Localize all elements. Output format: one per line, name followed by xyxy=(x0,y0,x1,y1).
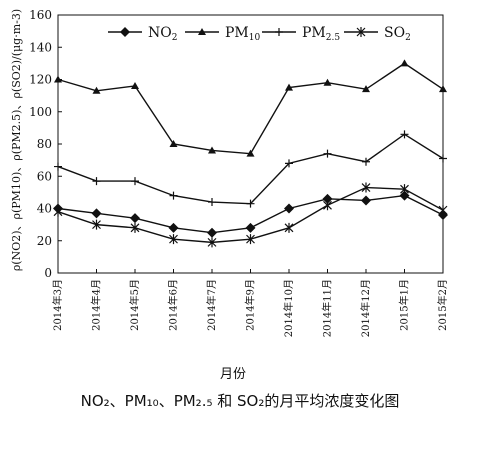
x-tick-label: 2014年9月 xyxy=(244,279,257,331)
data-point xyxy=(169,234,178,245)
x-tick-label: 2014年3月 xyxy=(51,279,64,331)
data-point xyxy=(285,159,293,168)
series-group xyxy=(53,59,448,248)
y-tick-label: 80 xyxy=(37,137,52,151)
data-point xyxy=(439,85,447,93)
data-point xyxy=(92,86,101,94)
data-point xyxy=(439,154,447,163)
data-point xyxy=(361,195,371,206)
y-tick-label: 120 xyxy=(29,73,52,87)
chart-title: NO₂、PM₁₀、PM₂.₅ 和 SO₂的月平均浓度变化图 xyxy=(80,392,400,410)
data-point xyxy=(399,190,410,201)
legend: NO2 PM10 PM2.5 SO2 xyxy=(108,25,411,43)
data-point xyxy=(245,222,256,233)
x-axis-label: 月份 xyxy=(220,367,246,382)
legend-label: PM10 xyxy=(225,25,260,43)
x-tick-label: 2014年6月 xyxy=(167,279,180,331)
data-point xyxy=(323,78,332,86)
data-point xyxy=(246,149,255,157)
data-point xyxy=(284,203,294,214)
data-point xyxy=(207,237,217,248)
data-point xyxy=(285,83,293,91)
legend-item: SO2 xyxy=(344,25,411,43)
x-tick-label: 2014年12月 xyxy=(359,279,372,337)
data-point xyxy=(91,208,102,219)
data-point xyxy=(168,222,179,233)
x-tick-label: 2014年5月 xyxy=(128,279,141,331)
series-line xyxy=(57,133,444,205)
y-tick-label: 140 xyxy=(29,40,52,54)
data-point xyxy=(323,149,332,158)
y-tick-label: 40 xyxy=(37,202,52,216)
data-point xyxy=(361,182,371,193)
y-tick-label: 60 xyxy=(37,169,52,183)
data-point xyxy=(120,27,130,37)
data-point xyxy=(130,222,140,233)
x-tick-label: 2014年4月 xyxy=(90,279,103,331)
data-point xyxy=(53,206,63,217)
legend-label: SO2 xyxy=(384,25,411,43)
data-point xyxy=(246,234,255,245)
y-axis-label: ρ(NO2)、ρ(PM10)、ρ(PM2.5)、ρ(SO2)/(μg·m-3) xyxy=(10,9,23,271)
data-point xyxy=(198,28,206,35)
data-point xyxy=(284,222,294,233)
y-tick-label: 100 xyxy=(29,105,52,119)
legend-item: PM10 xyxy=(185,25,260,43)
data-point xyxy=(54,162,62,171)
x-tick-label: 2015年2月 xyxy=(436,279,449,331)
legend-item: PM2.5 xyxy=(262,25,340,43)
data-point xyxy=(362,157,370,166)
legend-item: NO2 xyxy=(108,25,177,43)
series-line xyxy=(57,62,444,155)
x-tick-label: 2014年7月 xyxy=(205,279,218,331)
series-no2 xyxy=(53,190,448,238)
data-point xyxy=(275,28,283,36)
data-point xyxy=(400,59,409,67)
data-point xyxy=(400,184,409,195)
data-point xyxy=(208,146,216,154)
data-point xyxy=(131,81,139,89)
y-tick-label: 20 xyxy=(37,234,52,248)
x-tick-label: 2015年1月 xyxy=(398,279,411,331)
data-point xyxy=(169,140,178,147)
series-pm25 xyxy=(54,130,447,208)
legend-label: NO2 xyxy=(148,25,177,43)
data-point xyxy=(400,130,409,139)
data-point xyxy=(130,213,140,224)
data-point xyxy=(246,199,255,208)
y-tick-label: 160 xyxy=(29,8,52,22)
legend-label: PM2.5 xyxy=(302,25,340,43)
data-point xyxy=(92,219,101,230)
series-so2 xyxy=(53,182,448,248)
data-point xyxy=(208,198,216,207)
data-point xyxy=(323,200,332,211)
y-tick-label: 0 xyxy=(44,266,52,280)
data-point xyxy=(207,227,217,238)
data-point xyxy=(169,191,178,200)
x-axis-ticks: 2014年3月 2014年4月 2014年5月 2014年6月 2014年7月 2014年… xyxy=(51,269,449,337)
y-axis-ticks: 0 20 40 60 80 100 120 140 160 xyxy=(29,8,62,280)
x-tick-label: 2014年11月 xyxy=(321,279,334,337)
data-point xyxy=(131,177,139,186)
data-point xyxy=(438,205,448,216)
data-point xyxy=(92,177,101,186)
data-point xyxy=(322,193,333,204)
series-pm10 xyxy=(54,59,447,157)
x-tick-label: 2014年10月 xyxy=(282,279,295,337)
data-point xyxy=(54,75,62,83)
data-point xyxy=(356,27,366,37)
data-point xyxy=(362,85,370,93)
